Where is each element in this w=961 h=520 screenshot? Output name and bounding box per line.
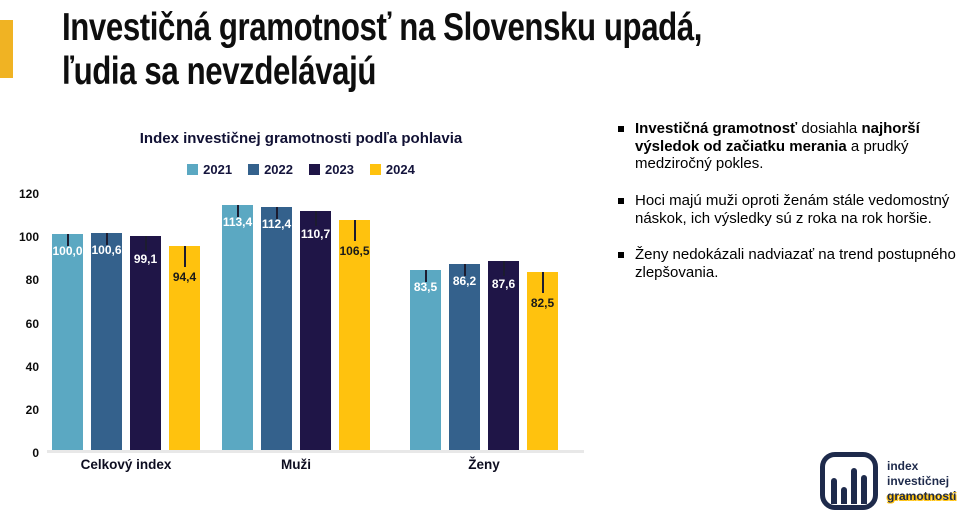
bar-value-label: 82,5 xyxy=(530,296,555,310)
bullet-item-3: Ženy nedokázali nadviazať na trend postu… xyxy=(618,246,956,281)
legend-swatch-icon xyxy=(309,164,320,175)
bar-group-3: 83,5 86,2 87,6 82,5 xyxy=(410,194,558,450)
bar-group-1: 100,0 100,6 99,1 94,4 xyxy=(52,194,200,450)
bar-2024-ženy: 82,5 xyxy=(527,272,558,450)
bullet-text: Investičná gramotnosť dosiahla najhorší … xyxy=(635,120,920,173)
chart-title: Index investičnej gramotnosti podľa pohl… xyxy=(139,130,463,147)
legend-label: 2022 xyxy=(264,162,293,177)
logo-bar-chart-icon xyxy=(820,452,878,510)
bar-2022-ženy: 86,2 xyxy=(449,264,480,450)
bullet-marker-icon xyxy=(618,252,624,259)
error-bar xyxy=(183,246,186,267)
legend-swatch-icon xyxy=(187,164,199,175)
bullet-text: Hoci majú muži oproti ženám stále vedomo… xyxy=(635,192,950,227)
bar-value-label: 106,5 xyxy=(339,244,370,258)
error-bar xyxy=(105,233,108,245)
bar-2024-celkový-index: 94,4 xyxy=(169,246,200,450)
error-bar xyxy=(275,207,278,219)
bar-value-label: 100,0 xyxy=(52,244,83,258)
bar-2023-muži: 110,7 xyxy=(300,211,331,450)
error-bar xyxy=(541,272,544,293)
chart-legend: 2021 2022 2023 2024 xyxy=(30,162,572,177)
bullet-text: Ženy nedokázali nadviazať na trend postu… xyxy=(635,246,956,282)
error-bar xyxy=(236,205,239,217)
legend-label: 2024 xyxy=(385,162,415,177)
y-axis-tick-label: 20 xyxy=(25,402,39,417)
legend-label: 2023 xyxy=(325,162,354,177)
bullet-item-2: Hoci majú muži oproti ženám stále vedomo… xyxy=(618,192,956,227)
legend-item-2024: 2024 xyxy=(369,162,415,177)
logo-text-line3: gramotnosti xyxy=(887,488,957,503)
bar-value-label: 94,4 xyxy=(172,270,197,284)
title-accent-bar xyxy=(0,20,13,78)
logo: index investičnej gramotnosti xyxy=(820,452,956,510)
bullet-marker-icon xyxy=(618,198,624,205)
legend-item-2021: 2021 xyxy=(187,162,232,177)
legend-item-2023: 2023 xyxy=(309,162,354,177)
bar-value-label: 87,6 xyxy=(491,277,516,291)
bar-value-label: 86,2 xyxy=(452,274,477,288)
error-bar xyxy=(314,211,317,226)
error-bar xyxy=(502,261,505,276)
bar-2022-celkový-index: 100,6 xyxy=(91,233,122,450)
legend-swatch-icon xyxy=(248,164,260,175)
logo-text-line1: index xyxy=(887,458,919,473)
logo-bar xyxy=(861,475,867,504)
bar-2023-celkový-index: 99,1 xyxy=(130,236,161,450)
bar-group-2: 113,4 112,4 110,7 106,5 xyxy=(222,194,370,450)
logo-bar xyxy=(841,487,847,504)
bullet-marker-icon xyxy=(618,126,624,132)
bar-2023-ženy: 87,6 xyxy=(488,261,519,450)
logo-bar xyxy=(851,468,857,504)
legend-item-2022: 2022 xyxy=(248,162,293,177)
bar-value-label: 83,5 xyxy=(413,280,438,294)
bar-2021-ženy: 83,5 xyxy=(410,270,441,450)
y-axis-tick-label: 40 xyxy=(25,359,39,374)
y-axis-tick-label: 0 xyxy=(32,446,39,460)
bar-value-label: 99,1 xyxy=(133,252,158,266)
bar-value-label: 110,7 xyxy=(300,227,331,241)
legend-label: 2021 xyxy=(203,162,233,177)
bullet-item-1: Investičná gramotnosť dosiahla najhorší … xyxy=(618,120,956,173)
legend-swatch-icon xyxy=(369,164,381,175)
x-axis-category-label: Muži xyxy=(281,457,311,472)
bar-value-label: 100,6 xyxy=(91,243,122,257)
error-bar xyxy=(144,236,147,251)
x-axis-category-label: Celkový index xyxy=(80,457,172,472)
logo-bar xyxy=(831,478,837,504)
page-title-line2: ľudia sa nevzdelávajú xyxy=(62,49,377,93)
y-axis-tick-label: 60 xyxy=(25,316,39,331)
bar-value-label: 113,4 xyxy=(222,215,253,229)
y-axis-tick-label: 100 xyxy=(18,230,39,245)
plot-area: 0 20 40 60 80 100 120 100,0 100,6 99,1 94,4 Celkový… xyxy=(19,187,584,472)
error-bar xyxy=(353,220,356,241)
error-bar xyxy=(463,264,466,276)
logo-text-line2: investičnej xyxy=(887,473,950,488)
error-bar xyxy=(424,270,427,282)
bullet-list: Investičná gramotnosť dosiahla najhorší … xyxy=(618,120,956,301)
bar-chart: Index investičnej gramotnosti podľa pohl… xyxy=(19,128,610,488)
error-bar xyxy=(66,234,69,246)
x-axis-category-label: Ženy xyxy=(468,457,500,472)
y-axis-tick-label: 80 xyxy=(25,273,39,288)
y-axis-tick-label: 120 xyxy=(18,187,39,201)
page-title: Investičná gramotnosť na Slovensku upadá… xyxy=(62,6,894,93)
bar-value-label: 112,4 xyxy=(261,217,292,231)
bar-2021-celkový-index: 100,0 xyxy=(52,234,83,450)
logo-text: index investičnej gramotnosti xyxy=(887,459,956,504)
page-title-line1: Investičná gramotnosť na Slovensku upadá… xyxy=(62,6,703,49)
bar-2021-muži: 113,4 xyxy=(222,205,253,450)
bar-2024-muži: 106,5 xyxy=(339,220,370,450)
bar-2022-muži: 112,4 xyxy=(261,207,292,450)
